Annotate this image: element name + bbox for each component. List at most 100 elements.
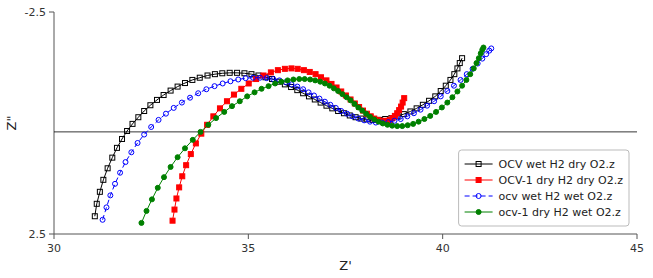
data-point <box>434 109 439 114</box>
data-point <box>392 118 397 123</box>
data-point <box>302 77 307 82</box>
x-tick <box>442 234 443 239</box>
data-point <box>445 89 450 94</box>
data-point <box>301 68 306 73</box>
x-tick <box>637 234 638 239</box>
data-point <box>416 119 421 124</box>
data-point <box>455 89 460 94</box>
data-point <box>362 118 367 123</box>
legend-line <box>465 164 493 165</box>
legend-label: OCV wet H2 dry O2.z <box>499 158 615 171</box>
data-point <box>242 71 247 76</box>
data-point <box>439 105 444 110</box>
series-line <box>103 48 492 219</box>
data-point <box>212 84 217 89</box>
data-point <box>196 91 201 96</box>
data-point <box>317 96 322 101</box>
data-point <box>295 84 300 89</box>
data-point <box>113 181 118 186</box>
legend-box <box>459 150 629 226</box>
data-point <box>168 164 173 169</box>
y-tick-label: -2.5 <box>25 6 46 19</box>
data-point <box>438 89 443 94</box>
data-point <box>427 98 432 103</box>
data-point <box>432 99 437 104</box>
data-point <box>205 73 210 78</box>
data-point <box>452 72 457 77</box>
y-tick-label: 2.5 <box>29 228 47 241</box>
series-line <box>173 68 405 220</box>
data-point <box>418 107 423 112</box>
data-point <box>313 78 318 83</box>
data-point <box>163 111 168 116</box>
data-point <box>402 96 407 101</box>
data-point <box>433 94 438 99</box>
x-axis-line <box>54 234 637 235</box>
data-point <box>291 77 296 82</box>
x-tick-label: 45 <box>630 242 644 255</box>
data-point <box>398 117 403 122</box>
legend-marker <box>476 178 481 183</box>
legend-line <box>465 196 493 197</box>
data-point <box>154 97 159 102</box>
data-point <box>308 77 313 82</box>
data-point <box>313 72 318 77</box>
data-point <box>445 100 450 105</box>
data-point <box>212 72 217 77</box>
legend-marker <box>476 194 481 199</box>
data-point <box>230 104 235 109</box>
data-point <box>136 115 141 120</box>
data-point <box>282 66 287 71</box>
data-point <box>161 175 166 180</box>
y-axis-line <box>54 12 55 234</box>
data-point <box>214 116 219 121</box>
data-point <box>411 111 416 116</box>
data-point <box>118 170 123 175</box>
x-tick-label: 35 <box>241 242 255 255</box>
data-point <box>174 196 179 201</box>
data-point <box>110 155 115 160</box>
legend: OCV wet H2 dry O2.z OCV-1 dry H2 dry O2.z… <box>459 150 629 226</box>
data-point <box>395 124 400 129</box>
data-point <box>142 109 147 114</box>
data-point <box>168 88 173 93</box>
series-line <box>95 58 462 216</box>
data-point <box>172 207 177 212</box>
data-point <box>455 66 460 71</box>
data-point <box>266 84 271 89</box>
data-point <box>228 79 233 84</box>
data-point <box>438 94 443 99</box>
data-point <box>227 70 232 75</box>
data-point <box>180 174 185 179</box>
data-point <box>161 93 166 98</box>
data-point <box>105 166 110 171</box>
data-point <box>182 81 187 86</box>
data-point <box>156 117 161 122</box>
data-point <box>243 76 248 81</box>
data-point <box>450 95 455 100</box>
data-point <box>460 56 465 61</box>
data-point <box>322 99 327 104</box>
data-point <box>237 99 242 104</box>
data-point <box>144 208 149 213</box>
data-point <box>139 220 144 225</box>
data-point <box>235 70 240 75</box>
data-point <box>400 124 405 129</box>
data-point <box>268 70 273 75</box>
data-point <box>120 136 125 141</box>
data-point <box>206 122 211 127</box>
data-point <box>279 79 284 84</box>
data-point <box>114 145 119 150</box>
data-point <box>356 116 361 121</box>
data-point <box>245 94 250 99</box>
data-point <box>239 86 244 91</box>
data-point <box>295 66 300 71</box>
data-point <box>285 78 290 83</box>
data-point <box>448 77 453 82</box>
data-point <box>197 75 202 80</box>
legend-label: OCV-1 dry H2 dry O2.z <box>499 174 624 187</box>
data-point <box>149 197 154 202</box>
x-tick <box>248 234 249 239</box>
plot-area <box>54 45 637 225</box>
series-line <box>141 48 483 223</box>
